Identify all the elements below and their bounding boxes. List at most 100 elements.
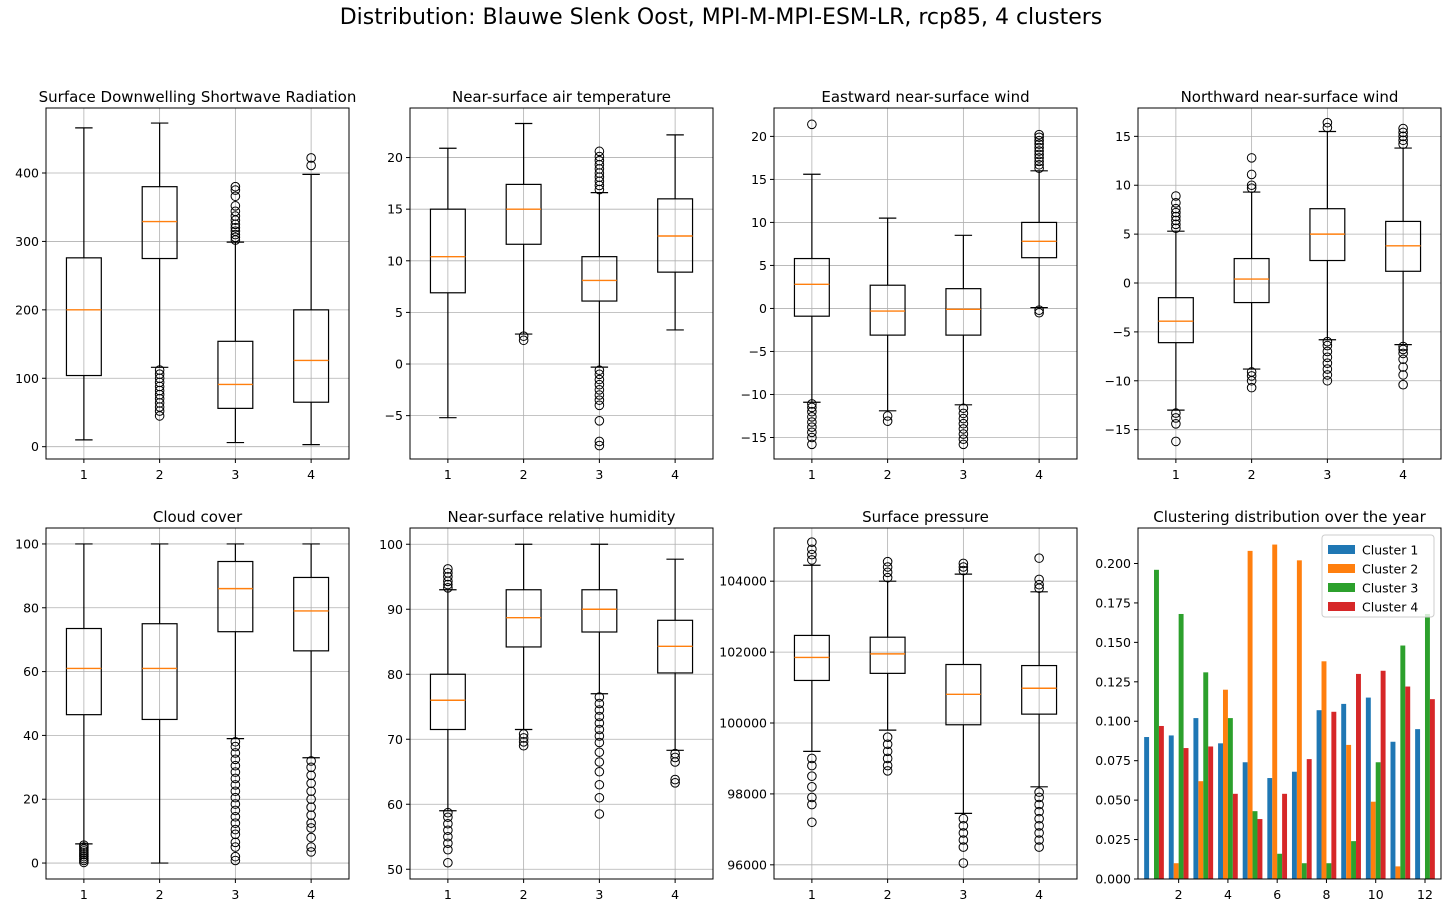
flier-point <box>882 562 893 572</box>
legend-label: Cluster 4 <box>1362 600 1418 615</box>
flier-point <box>1034 153 1044 163</box>
flier-point <box>594 757 605 767</box>
ytick-label: 0.075 <box>1095 753 1131 768</box>
bar <box>1306 759 1312 879</box>
flier-point <box>594 766 605 777</box>
flier-point <box>1034 132 1044 143</box>
box-2 <box>505 543 542 751</box>
bar <box>1429 699 1435 879</box>
flier-point <box>594 390 605 400</box>
flier-point <box>1398 379 1408 390</box>
subplot-title: Cloud cover <box>153 508 243 526</box>
ytick-label: 20 <box>23 792 39 807</box>
flier-point <box>518 733 529 743</box>
xtick-label: 12 <box>1417 887 1433 902</box>
bar <box>1321 661 1327 879</box>
flier-point <box>958 565 969 576</box>
ytick-label: −15 <box>741 430 767 445</box>
legend-label: Cluster 2 <box>1362 562 1418 577</box>
flier-point <box>230 767 241 777</box>
xtick-label: 3 <box>595 887 603 902</box>
flier-point <box>882 739 893 750</box>
flier-point <box>958 424 969 434</box>
axes-frame <box>773 527 1078 880</box>
flier-point <box>1322 122 1333 133</box>
xtick-label: 2 <box>884 467 892 482</box>
flier-point <box>306 756 316 766</box>
bar <box>1316 710 1322 879</box>
flier-point <box>594 747 605 758</box>
flier-point <box>882 760 893 771</box>
flier-point <box>807 412 817 422</box>
flier-point <box>230 811 241 822</box>
flier-point <box>1171 207 1181 218</box>
flier-point <box>230 185 241 195</box>
bar <box>1252 811 1258 879</box>
flier-point <box>1034 579 1044 590</box>
flier-point <box>443 844 453 855</box>
bar <box>1370 801 1376 879</box>
flier-point <box>1322 370 1333 380</box>
box-1 <box>793 119 830 450</box>
xtick-label: 2 <box>156 887 164 902</box>
flier-point <box>230 191 241 202</box>
flier-point <box>443 579 453 590</box>
flier-point <box>1171 408 1181 418</box>
flier-point <box>1246 367 1257 377</box>
flier-point <box>1034 821 1044 831</box>
box-4 <box>293 543 330 857</box>
legend-label: Cluster 3 <box>1362 581 1418 596</box>
flier-point <box>594 809 605 819</box>
flier-point <box>594 395 605 405</box>
flier-point <box>807 771 817 781</box>
series-cluster-1 <box>1144 697 1421 879</box>
flier-point <box>594 155 605 166</box>
flier-point <box>1246 183 1257 193</box>
flier-point <box>807 753 817 764</box>
ytick-label: 0.200 <box>1095 556 1131 571</box>
flier-point <box>807 544 817 555</box>
flier-point <box>958 413 969 424</box>
flier-point <box>1034 146 1044 156</box>
flier-point <box>1034 835 1044 845</box>
flier-point <box>1171 215 1181 226</box>
ytick-label: 0.050 <box>1095 793 1131 808</box>
flier-point <box>807 406 817 417</box>
xtick-label: 3 <box>595 467 603 482</box>
flier-point <box>670 778 680 788</box>
flier-point <box>230 748 241 758</box>
flier-point <box>958 434 969 445</box>
flier-point <box>518 335 529 346</box>
xtick-label: 4 <box>671 887 679 902</box>
box-2 <box>1233 153 1270 393</box>
bar <box>1277 853 1283 879</box>
subplot-title: Surface Downwelling Shortwave Radiation <box>39 88 357 106</box>
flier-point <box>443 568 453 578</box>
bar <box>1291 771 1297 879</box>
ytick-label: 100 <box>379 537 403 552</box>
xtick-label: 3 <box>231 467 239 482</box>
bar <box>1173 863 1179 879</box>
ytick-label: 40 <box>23 728 39 743</box>
flier-point <box>306 847 316 857</box>
bar <box>1193 718 1199 879</box>
bar <box>1183 748 1189 879</box>
flier-point <box>958 403 969 414</box>
flier-point <box>882 753 893 764</box>
flier-point <box>958 439 969 450</box>
flier-point <box>1171 436 1181 447</box>
flier-point <box>807 537 817 547</box>
flier-point <box>807 119 817 130</box>
xtick-label: 1 <box>808 887 816 902</box>
flier-point <box>230 760 241 771</box>
flier-point <box>230 229 241 240</box>
ytick-label: 98000 <box>727 786 767 801</box>
flier-point <box>958 408 969 419</box>
box-2 <box>141 122 178 421</box>
ytick-label: 60 <box>387 797 403 812</box>
box-iqr <box>293 576 330 652</box>
bar <box>1208 746 1214 879</box>
flier-point <box>230 181 241 192</box>
ytick-label: 96000 <box>727 857 767 872</box>
flier-point <box>882 567 893 578</box>
